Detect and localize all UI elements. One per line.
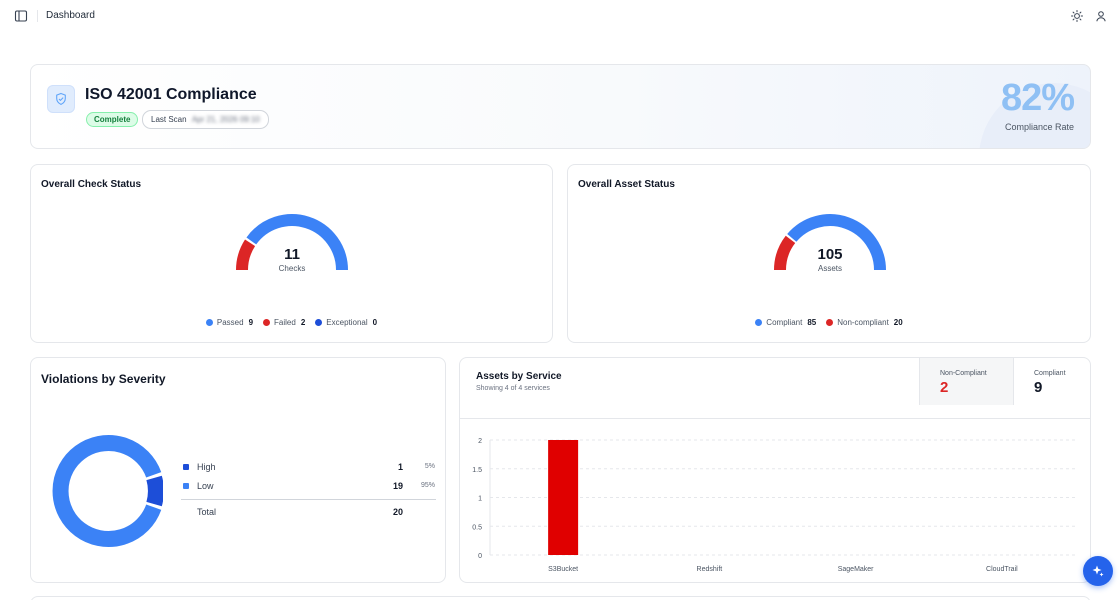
severity-label: Low bbox=[197, 481, 214, 491]
legend-item-exceptional[interactable]: Exceptional 0 bbox=[315, 318, 377, 327]
severity-row-low[interactable]: Low 19 95% bbox=[183, 480, 435, 494]
legend-label: Passed bbox=[216, 318, 244, 327]
legend-dot bbox=[263, 319, 271, 326]
check-unit: Checks bbox=[278, 264, 306, 273]
sparkle-icon bbox=[1092, 565, 1104, 577]
non-compliant-label: Non-Compliant bbox=[940, 370, 987, 377]
last-scan-value: Apr 21, 2026 09:10 bbox=[191, 115, 260, 124]
assets-by-service-subtitle: Showing 4 of 4 services bbox=[476, 385, 550, 392]
legend-dot bbox=[755, 319, 763, 326]
severity-swatch bbox=[183, 464, 189, 470]
severity-percent: 95% bbox=[420, 482, 435, 489]
donut-segment-low bbox=[52, 435, 162, 547]
check-status-title: Overall Check Status bbox=[41, 179, 142, 190]
asset-status-card: Overall Asset Status 105 Assets Complian… bbox=[567, 164, 1091, 343]
compliance-summary-card: ISO 42001 Compliance Complete Last Scan … bbox=[30, 64, 1091, 149]
assets-by-service-title: Assets by Service bbox=[476, 371, 562, 382]
check-status-gauge bbox=[236, 214, 348, 271]
status-badge: Complete bbox=[86, 112, 139, 127]
non-compliant-value: 2 bbox=[940, 379, 949, 396]
asset-legend: Compliant 85 Non-compliant 20 bbox=[568, 318, 1090, 327]
severity-row-high[interactable]: High 1 5% bbox=[183, 461, 435, 475]
compliance-rate-value: 82% bbox=[1000, 77, 1075, 119]
legend-label: Failed bbox=[274, 318, 296, 327]
y-tick-label: 2 bbox=[478, 438, 482, 445]
severity-percent: 5% bbox=[424, 463, 435, 470]
breadcrumb[interactable]: Dashboard bbox=[46, 10, 95, 21]
compliant-label: Compliant bbox=[1034, 370, 1066, 377]
asset-unit: Assets bbox=[817, 264, 842, 273]
x-tick-label: Redshift bbox=[697, 566, 723, 573]
legend-value: 0 bbox=[372, 318, 378, 327]
y-tick-label: 1.5 bbox=[472, 467, 482, 474]
page-title: ISO 42001 Compliance bbox=[85, 86, 257, 103]
legend-label: Exceptional bbox=[326, 318, 368, 327]
severity-total-label: Total bbox=[197, 507, 217, 517]
x-tick-label: CloudTrail bbox=[986, 566, 1018, 573]
compliant-value: 9 bbox=[1034, 379, 1043, 396]
legend-dot bbox=[315, 319, 323, 326]
y-tick-label: 0 bbox=[478, 553, 482, 560]
compliant-stat[interactable]: Compliant 9 bbox=[1014, 358, 1090, 405]
severity-count: 1 bbox=[397, 462, 403, 472]
non-compliant-stat[interactable]: Non-Compliant 2 bbox=[919, 358, 1014, 405]
check-legend: Passed 9 Failed 2 Exceptional 0 bbox=[31, 318, 552, 327]
violations-title: Violations by Severity bbox=[41, 372, 166, 386]
legend-value: 9 bbox=[248, 318, 254, 327]
legend-dot bbox=[205, 319, 213, 326]
asset-total: 105 bbox=[817, 246, 843, 263]
legend-value: 20 bbox=[893, 318, 903, 327]
legend-value: 85 bbox=[807, 318, 817, 327]
sun-icon[interactable] bbox=[1070, 9, 1084, 23]
next-card-edge bbox=[30, 596, 1091, 600]
assets-by-service-divider bbox=[460, 418, 1090, 419]
x-tick-label: S3Bucket bbox=[548, 566, 578, 573]
legend-item-non-compliant[interactable]: Non-compliant 20 bbox=[826, 318, 903, 327]
x-tick-label: SageMaker bbox=[838, 566, 874, 573]
shield-icon bbox=[47, 85, 75, 113]
legend-item-passed[interactable]: Passed 9 bbox=[205, 318, 254, 327]
ai-assistant-button[interactable] bbox=[1083, 556, 1113, 586]
legend-item-failed[interactable]: Failed 2 bbox=[263, 318, 305, 327]
assets-by-service-card: Assets by Service Showing 4 of 4 service… bbox=[459, 357, 1091, 583]
legend-item-compliant[interactable]: Compliant 85 bbox=[755, 318, 816, 327]
sidebar-toggle-icon[interactable] bbox=[14, 9, 28, 23]
check-status-card: Overall Check Status 11 Checks Passed 9 … bbox=[30, 164, 553, 343]
severity-row-total: Total 20 bbox=[183, 506, 435, 520]
bar-s3bucket bbox=[548, 440, 579, 555]
gauge-segment-compliant bbox=[787, 214, 886, 271]
legend-label: Non-compliant bbox=[837, 318, 889, 327]
gauge-segment-passed bbox=[246, 214, 348, 271]
severity-swatch bbox=[183, 483, 189, 489]
donut-segment-high bbox=[146, 475, 163, 507]
check-total: 11 bbox=[284, 246, 300, 263]
severity-divider bbox=[181, 499, 436, 500]
severity-label: High bbox=[197, 462, 216, 472]
legend-value: 2 bbox=[300, 318, 306, 327]
legend-dot bbox=[826, 319, 834, 326]
gauge-segment-failed bbox=[236, 239, 256, 271]
gauge-segment-non-compliant bbox=[774, 235, 796, 271]
y-tick-label: 0.5 bbox=[472, 524, 482, 531]
asset-status-title: Overall Asset Status bbox=[578, 179, 675, 190]
user-icon[interactable] bbox=[1094, 9, 1108, 23]
last-scan-label: Last Scan bbox=[151, 115, 187, 124]
severity-count: 19 bbox=[392, 481, 403, 491]
assets-by-service-bar-chart: 0 0.5 1 1.5 2 S3Bucket Redshift SageMaker CloudT… bbox=[472, 438, 1075, 573]
legend-label: Compliant bbox=[766, 318, 803, 327]
topbar-divider bbox=[37, 10, 38, 22]
violations-card: Violations by Severity High 1 5% Low 19 … bbox=[30, 357, 446, 583]
top-bar: Dashboard bbox=[0, 0, 1120, 32]
compliance-rate-label: Compliance Rate bbox=[1004, 122, 1074, 132]
asset-status-gauge bbox=[774, 214, 886, 271]
severity-total-value: 20 bbox=[392, 507, 403, 517]
y-tick-label: 1 bbox=[478, 496, 482, 503]
last-scan-chip: Last Scan Apr 21, 2026 09:10 bbox=[142, 110, 269, 129]
severity-donut-chart bbox=[52, 435, 163, 547]
